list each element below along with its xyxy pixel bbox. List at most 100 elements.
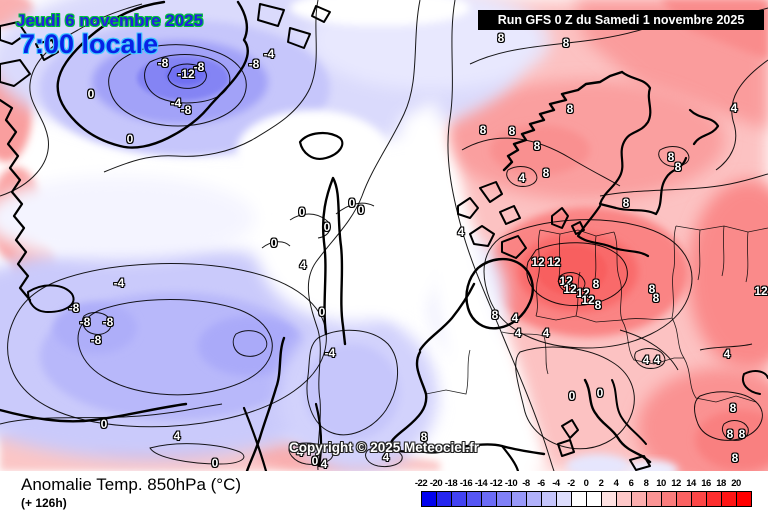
colorbar-tick-label: -20 — [429, 478, 443, 489]
colorbar-cell — [722, 492, 737, 506]
colorbar-cell — [482, 492, 497, 506]
contour-label: 4 — [730, 101, 738, 115]
contour-label: 4 — [642, 353, 650, 367]
colorbar-tick-label: 18 — [716, 478, 726, 489]
contour-label: -4 — [113, 276, 125, 290]
contour-label: 4 — [382, 450, 390, 464]
colorbar-cell — [587, 492, 602, 506]
contour-label: 8 — [592, 277, 600, 291]
contour-label: 0 — [323, 220, 331, 234]
contour-label: 8 — [594, 298, 602, 312]
colorbar-cell — [632, 492, 647, 506]
colorbar-cell — [527, 492, 542, 506]
map-artwork — [0, 0, 768, 471]
contour-label: -8 — [79, 315, 91, 329]
contour-label: 0 — [87, 87, 95, 101]
contour-label: -4 — [263, 47, 275, 61]
contour-label: 8 — [533, 139, 541, 153]
colorbar-tick-label: 14 — [686, 478, 696, 489]
contour-label: -8 — [157, 56, 169, 70]
contour-label: -4 — [324, 346, 336, 360]
contour-label: 4 — [173, 429, 181, 443]
contour-label: 8 — [542, 166, 550, 180]
contour-label: 8 — [726, 427, 734, 441]
contour-label: 8 — [738, 427, 746, 441]
colorbar-cell — [542, 492, 557, 506]
colorbar-cell — [737, 492, 751, 506]
colorbar-tick-label: -22 — [414, 478, 428, 489]
forecast-hour-label: (+ 126h) — [21, 496, 67, 510]
colorbar-tick-label: 20 — [731, 478, 741, 489]
contour-label: 8 — [491, 308, 499, 322]
colorbar-cell — [692, 492, 707, 506]
colorbar-tick-label: 0 — [583, 478, 589, 489]
coastlines — [0, 0, 768, 471]
contour-label: -8 — [90, 333, 102, 347]
valid-time-label: 7:00 locale — [20, 29, 159, 59]
colorbar-cell — [647, 492, 662, 506]
colorbar-cell — [467, 492, 482, 506]
contour-label: 0 — [100, 417, 108, 431]
colorbar-cell — [707, 492, 722, 506]
contour-label: -12 — [177, 67, 195, 81]
valid-date-label: Jeudi 6 novembre 2025 — [16, 11, 204, 30]
contour-label: 0 — [298, 205, 306, 219]
contour-label: 12 — [547, 255, 561, 269]
colorbar-tick-label: -10 — [504, 478, 518, 489]
colorbar-cell — [452, 492, 467, 506]
copyright-label: Copyright © 2025 Meteociel.fr — [289, 440, 479, 455]
colorbar-tick-label: 16 — [701, 478, 711, 489]
contour-label: 8 — [479, 123, 487, 137]
colorbar-cell — [437, 492, 452, 506]
contour-label: 4 — [653, 353, 661, 367]
contour-label: 4 — [296, 445, 304, 459]
colorbar-cell — [557, 492, 572, 506]
contour-label: -4 — [170, 96, 182, 110]
contour-label: 8 — [729, 401, 737, 415]
contour-label: 8 — [652, 291, 660, 305]
colorbar-tick-label: -4 — [552, 478, 560, 489]
colorbar-tick-label: 2 — [598, 478, 604, 489]
contour-label: 8 — [648, 282, 656, 296]
contour-label: -8 — [180, 103, 192, 117]
contour-label: 0 — [568, 389, 576, 403]
colorbar-tick-label: -12 — [489, 478, 503, 489]
contour-label: -8 — [68, 301, 80, 315]
contour-label: 4 — [320, 457, 328, 471]
colorbar-tick-label: 10 — [656, 478, 666, 489]
colorbar-cell — [602, 492, 617, 506]
contour-label: 12 — [754, 284, 768, 298]
contour-label: 8 — [566, 102, 574, 116]
contour-label: 0 — [311, 454, 319, 468]
colorbar-tick-label: -18 — [444, 478, 458, 489]
model-run-banner: Run GFS 0 Z du Samedi 1 novembre 2025 — [478, 10, 764, 30]
colorbar-tick-label: -2 — [567, 478, 575, 489]
contour-label: 0 — [348, 196, 356, 210]
contour-label: 8 — [420, 430, 428, 444]
colorbar-cell — [497, 492, 512, 506]
contour-label: 0 — [211, 456, 219, 470]
contour-label: 4 — [457, 225, 465, 239]
contour-label: 4 — [542, 326, 550, 340]
contour-label: 0 — [357, 203, 365, 217]
colorbar-tick-label: -14 — [474, 478, 488, 489]
contour-label: 4 — [511, 311, 519, 325]
colorbar-cell — [512, 492, 527, 506]
contour-label: -8 — [102, 315, 114, 329]
contour-label: 12 — [559, 274, 573, 288]
contour-label: 0 — [270, 236, 278, 250]
colorbar — [421, 491, 752, 507]
contour-label: 8 — [667, 150, 675, 164]
contour-lines — [0, 0, 768, 471]
legend-footer: Anomalie Temp. 850hPa (°C) (+ 126h) -22-… — [0, 471, 768, 512]
colorbar-cell — [617, 492, 632, 506]
colorbar-tick-label: 12 — [671, 478, 681, 489]
contour-label: 8 — [674, 160, 682, 174]
contour-label: -8 — [248, 57, 260, 71]
contour-label: 0 — [126, 132, 134, 146]
country-borders — [425, 225, 768, 403]
parameter-label: Anomalie Temp. 850hPa (°C) — [21, 475, 242, 494]
contour-label: 12 — [563, 282, 577, 296]
contour-label: 8 — [497, 31, 505, 45]
